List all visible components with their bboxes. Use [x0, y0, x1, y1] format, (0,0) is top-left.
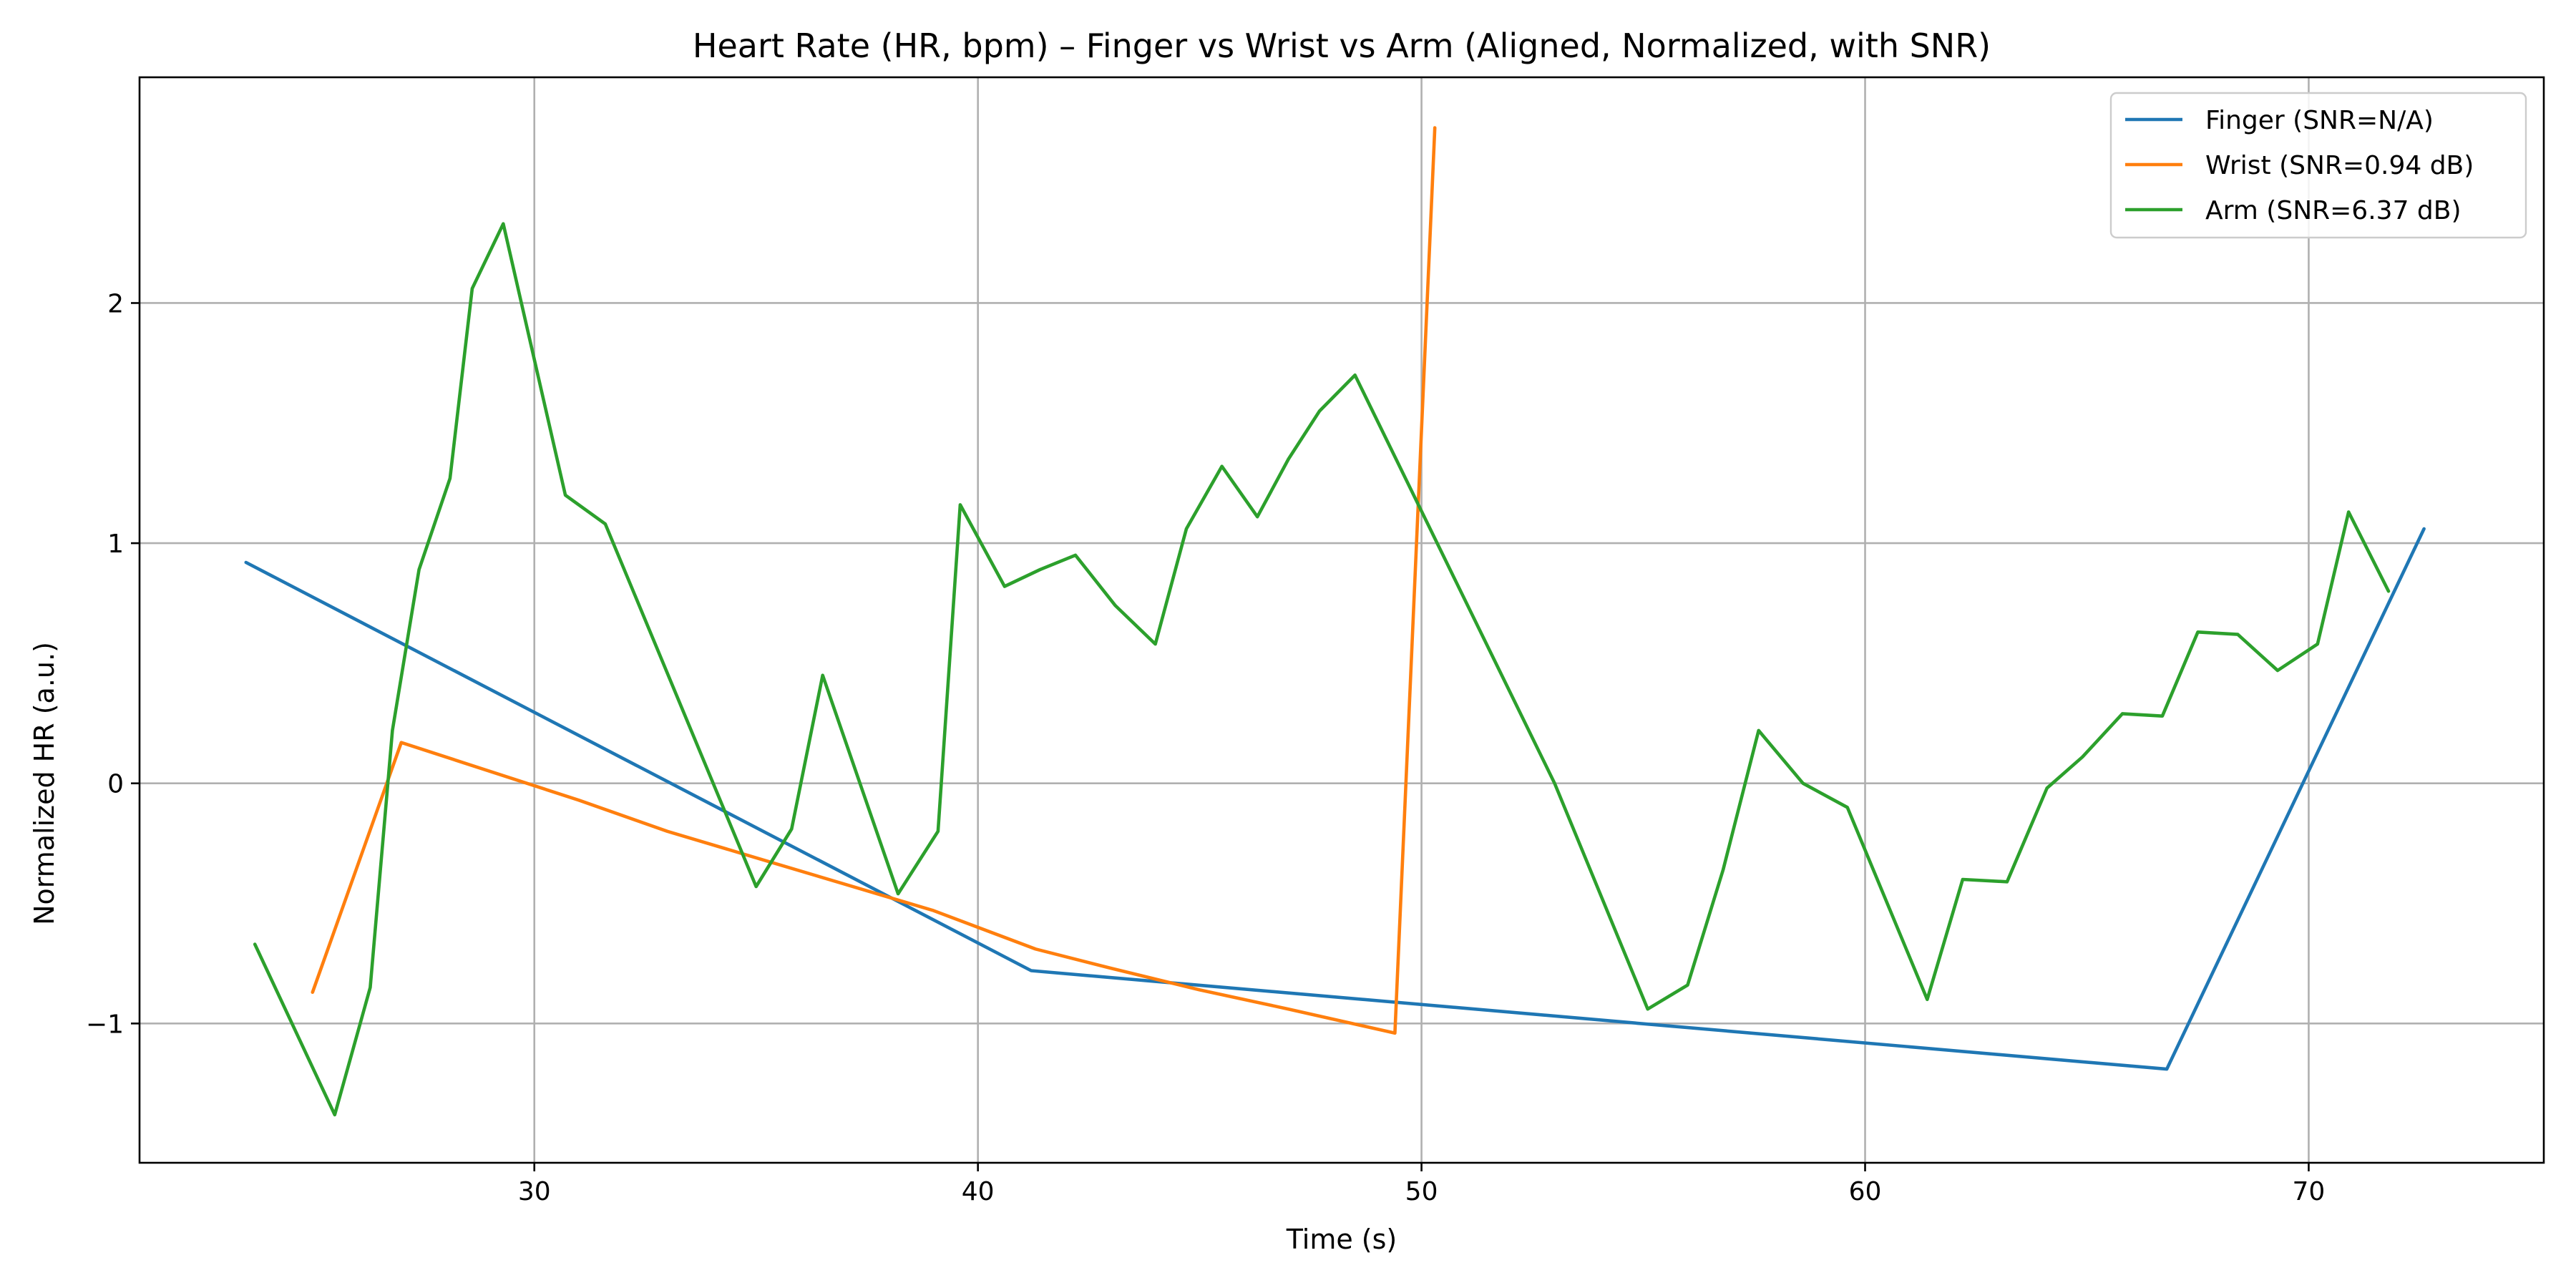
legend-label-3: Arm (SNR=6.37 dB): [2205, 196, 2462, 225]
series-line-3: [253, 222, 2391, 1117]
plot-area-frame: [138, 76, 2545, 1164]
x-tick-label: 70: [2293, 1177, 2326, 1206]
chart-title: Heart Rate (HR, bpm) – Finger vs Wrist v…: [693, 26, 1991, 65]
legend: Finger (SNR=N/A) Wrist (SNR=0.94 dB) Arm (…: [2109, 92, 2527, 239]
legend-box: [2109, 92, 2527, 239]
y-tick-label: 2: [107, 289, 124, 318]
x-tick-label: 30: [518, 1177, 551, 1206]
x-tick-label: 50: [1405, 1177, 1438, 1206]
series-line-1: [244, 527, 2426, 1071]
x-axis-label: Time (s): [1286, 1224, 1397, 1255]
y-tick-label: 1: [107, 530, 124, 559]
grid-layer: [140, 77, 2544, 1163]
series-line-2: [311, 126, 1437, 1035]
legend-label-2: Wrist (SNR=0.94 dB): [2205, 151, 2474, 180]
axes-layer: 30 40 50 60 70 −1 0 1 2: [86, 76, 2545, 1206]
legend-label-1: Finger (SNR=N/A): [2205, 106, 2434, 135]
y-tick-label: 0: [107, 770, 124, 799]
x-tick-label: 40: [962, 1177, 995, 1206]
y-axis-label: Normalized HR (a.u.): [29, 642, 60, 925]
x-tick-label: 60: [1849, 1177, 1882, 1206]
y-tick-label: −1: [86, 1010, 124, 1039]
series-layer: [244, 126, 2426, 1117]
